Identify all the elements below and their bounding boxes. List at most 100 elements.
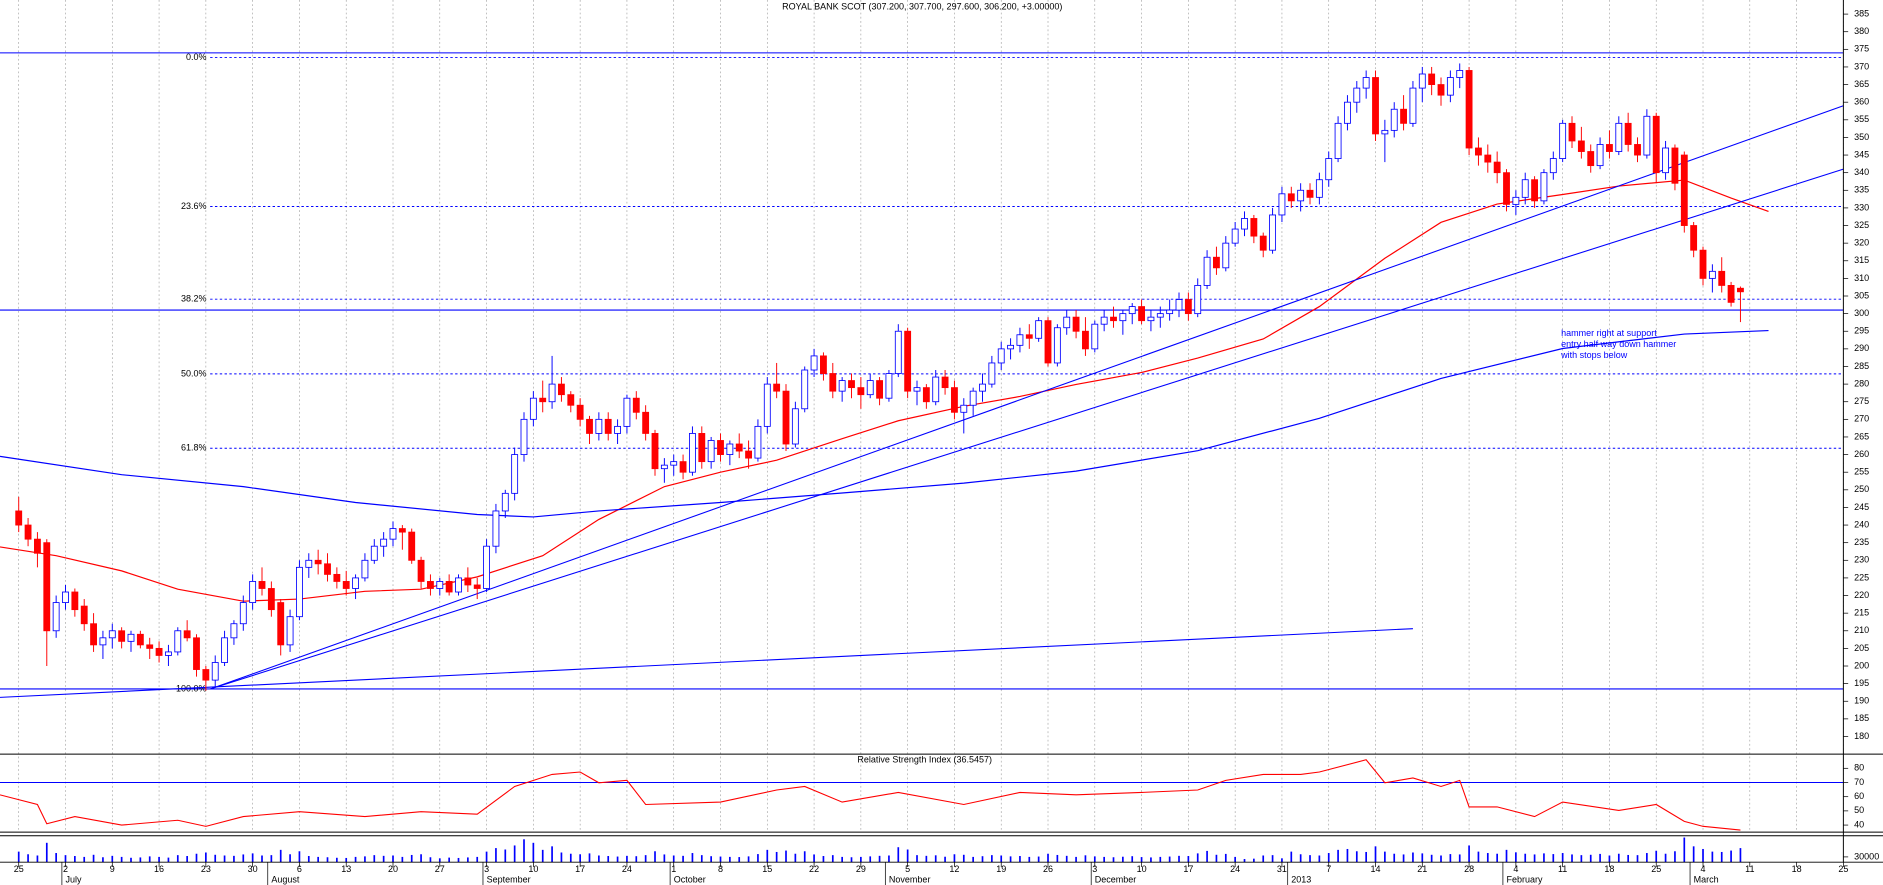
volume-bar: [1730, 850, 1732, 863]
candle-body: [1091, 323, 1099, 350]
y-tick-label: 320: [1854, 238, 1869, 248]
y-tick-label: 300: [1854, 308, 1869, 318]
candle-body: [988, 362, 996, 385]
x-tick-label: 11: [1745, 864, 1754, 874]
x-tick-label: 11: [1558, 864, 1567, 874]
volume-bar: [1281, 858, 1283, 863]
volume-bar: [906, 849, 909, 863]
volume-bar: [504, 849, 507, 863]
volume-bar: [373, 855, 376, 863]
candle-body: [1521, 179, 1529, 198]
x-tick-label: 20: [388, 864, 398, 874]
candle-body: [427, 581, 434, 589]
volume-bar: [1140, 857, 1143, 863]
y-tick-label: 260: [1854, 449, 1869, 459]
volume-bar: [1533, 854, 1536, 863]
x-tick-label: 23: [201, 864, 211, 874]
volume-bar: [1187, 856, 1190, 863]
volume-bar: [167, 857, 170, 863]
fib-label: 38.2%: [181, 294, 207, 304]
volume-bar: [251, 853, 254, 863]
month-label: September: [487, 875, 531, 885]
volume-bar: [962, 854, 965, 863]
candle-body: [1568, 122, 1576, 142]
y-tick-label: 330: [1854, 202, 1869, 212]
y-tick-label: 210: [1854, 625, 1869, 635]
candle-body: [314, 559, 322, 565]
volume-bar: [729, 856, 731, 863]
candle-body: [1708, 270, 1716, 279]
candle-body: [211, 662, 219, 681]
x-tick-label: 5: [905, 864, 910, 874]
volume-bar: [1580, 855, 1583, 863]
y-tick-label: 265: [1854, 431, 1869, 441]
volume-bar: [569, 853, 572, 863]
volume-bar: [635, 856, 638, 863]
candle-body: [1278, 193, 1286, 216]
candle-body: [1138, 306, 1146, 322]
x-tick-label: 17: [1183, 864, 1193, 874]
candle-body: [136, 633, 144, 646]
volume-bar: [410, 854, 413, 863]
candle-body: [1184, 299, 1192, 315]
x-tick-label: 18: [1792, 864, 1802, 874]
volume-bar: [1561, 853, 1564, 863]
candle-body: [866, 380, 874, 396]
candle-body: [1446, 77, 1454, 96]
candle-body: [71, 591, 79, 611]
candle-body: [1606, 144, 1613, 152]
trend-line: [0, 628, 1413, 698]
candle-body: [726, 443, 734, 456]
candle-body: [277, 602, 285, 646]
candle-body: [1559, 122, 1567, 159]
candle-body: [642, 411, 650, 434]
candle-body: [876, 380, 884, 399]
month-label: March: [1694, 875, 1719, 885]
volume-bar: [513, 845, 516, 863]
volume-bar: [448, 857, 450, 863]
volume-bar: [1065, 855, 1068, 863]
candle-body: [501, 492, 509, 512]
volume-bar: [1000, 855, 1003, 863]
candle-body: [1456, 70, 1464, 78]
candle-body: [417, 559, 425, 582]
trend-line: [210, 168, 1844, 690]
y-tick-label: 60: [1854, 791, 1864, 801]
volume-bar: [831, 855, 834, 863]
volume-bar: [401, 856, 404, 863]
candle-body: [1175, 299, 1183, 311]
volume-bar: [944, 856, 946, 863]
candle-body: [1203, 256, 1211, 286]
volume-bar: [120, 856, 123, 863]
volume-bar: [1440, 855, 1442, 863]
x-tick-label: 31: [1277, 864, 1287, 874]
candle-body: [183, 630, 191, 639]
candle-body: [1287, 193, 1295, 202]
candle-body: [782, 390, 790, 445]
volume-bar: [822, 856, 825, 863]
y-tick-label: 285: [1854, 361, 1869, 371]
candle-body: [1596, 144, 1604, 167]
volume-bar: [1617, 853, 1620, 863]
candle-body: [763, 383, 771, 427]
annotation: entry half way down hammer: [1561, 339, 1676, 349]
candle-body: [791, 408, 799, 445]
y-tick-label: 40: [1854, 819, 1864, 829]
month-label: December: [1095, 875, 1137, 885]
volume-bar: [1683, 837, 1686, 863]
y-tick-label: 185: [1854, 713, 1869, 723]
candle-body: [754, 425, 762, 459]
volume-bar: [298, 851, 301, 863]
candle-body: [52, 602, 60, 632]
volume-bar: [457, 857, 460, 863]
volume-bar: [1224, 853, 1227, 863]
candle-body: [1231, 228, 1239, 244]
candle-body: [960, 404, 968, 413]
candle-body: [305, 559, 313, 568]
volume-bar: [794, 853, 797, 863]
y-tick-label: 335: [1854, 185, 1869, 195]
candle-body: [483, 545, 490, 589]
candle-body: [1634, 144, 1641, 156]
volume-bar: [1206, 850, 1208, 863]
